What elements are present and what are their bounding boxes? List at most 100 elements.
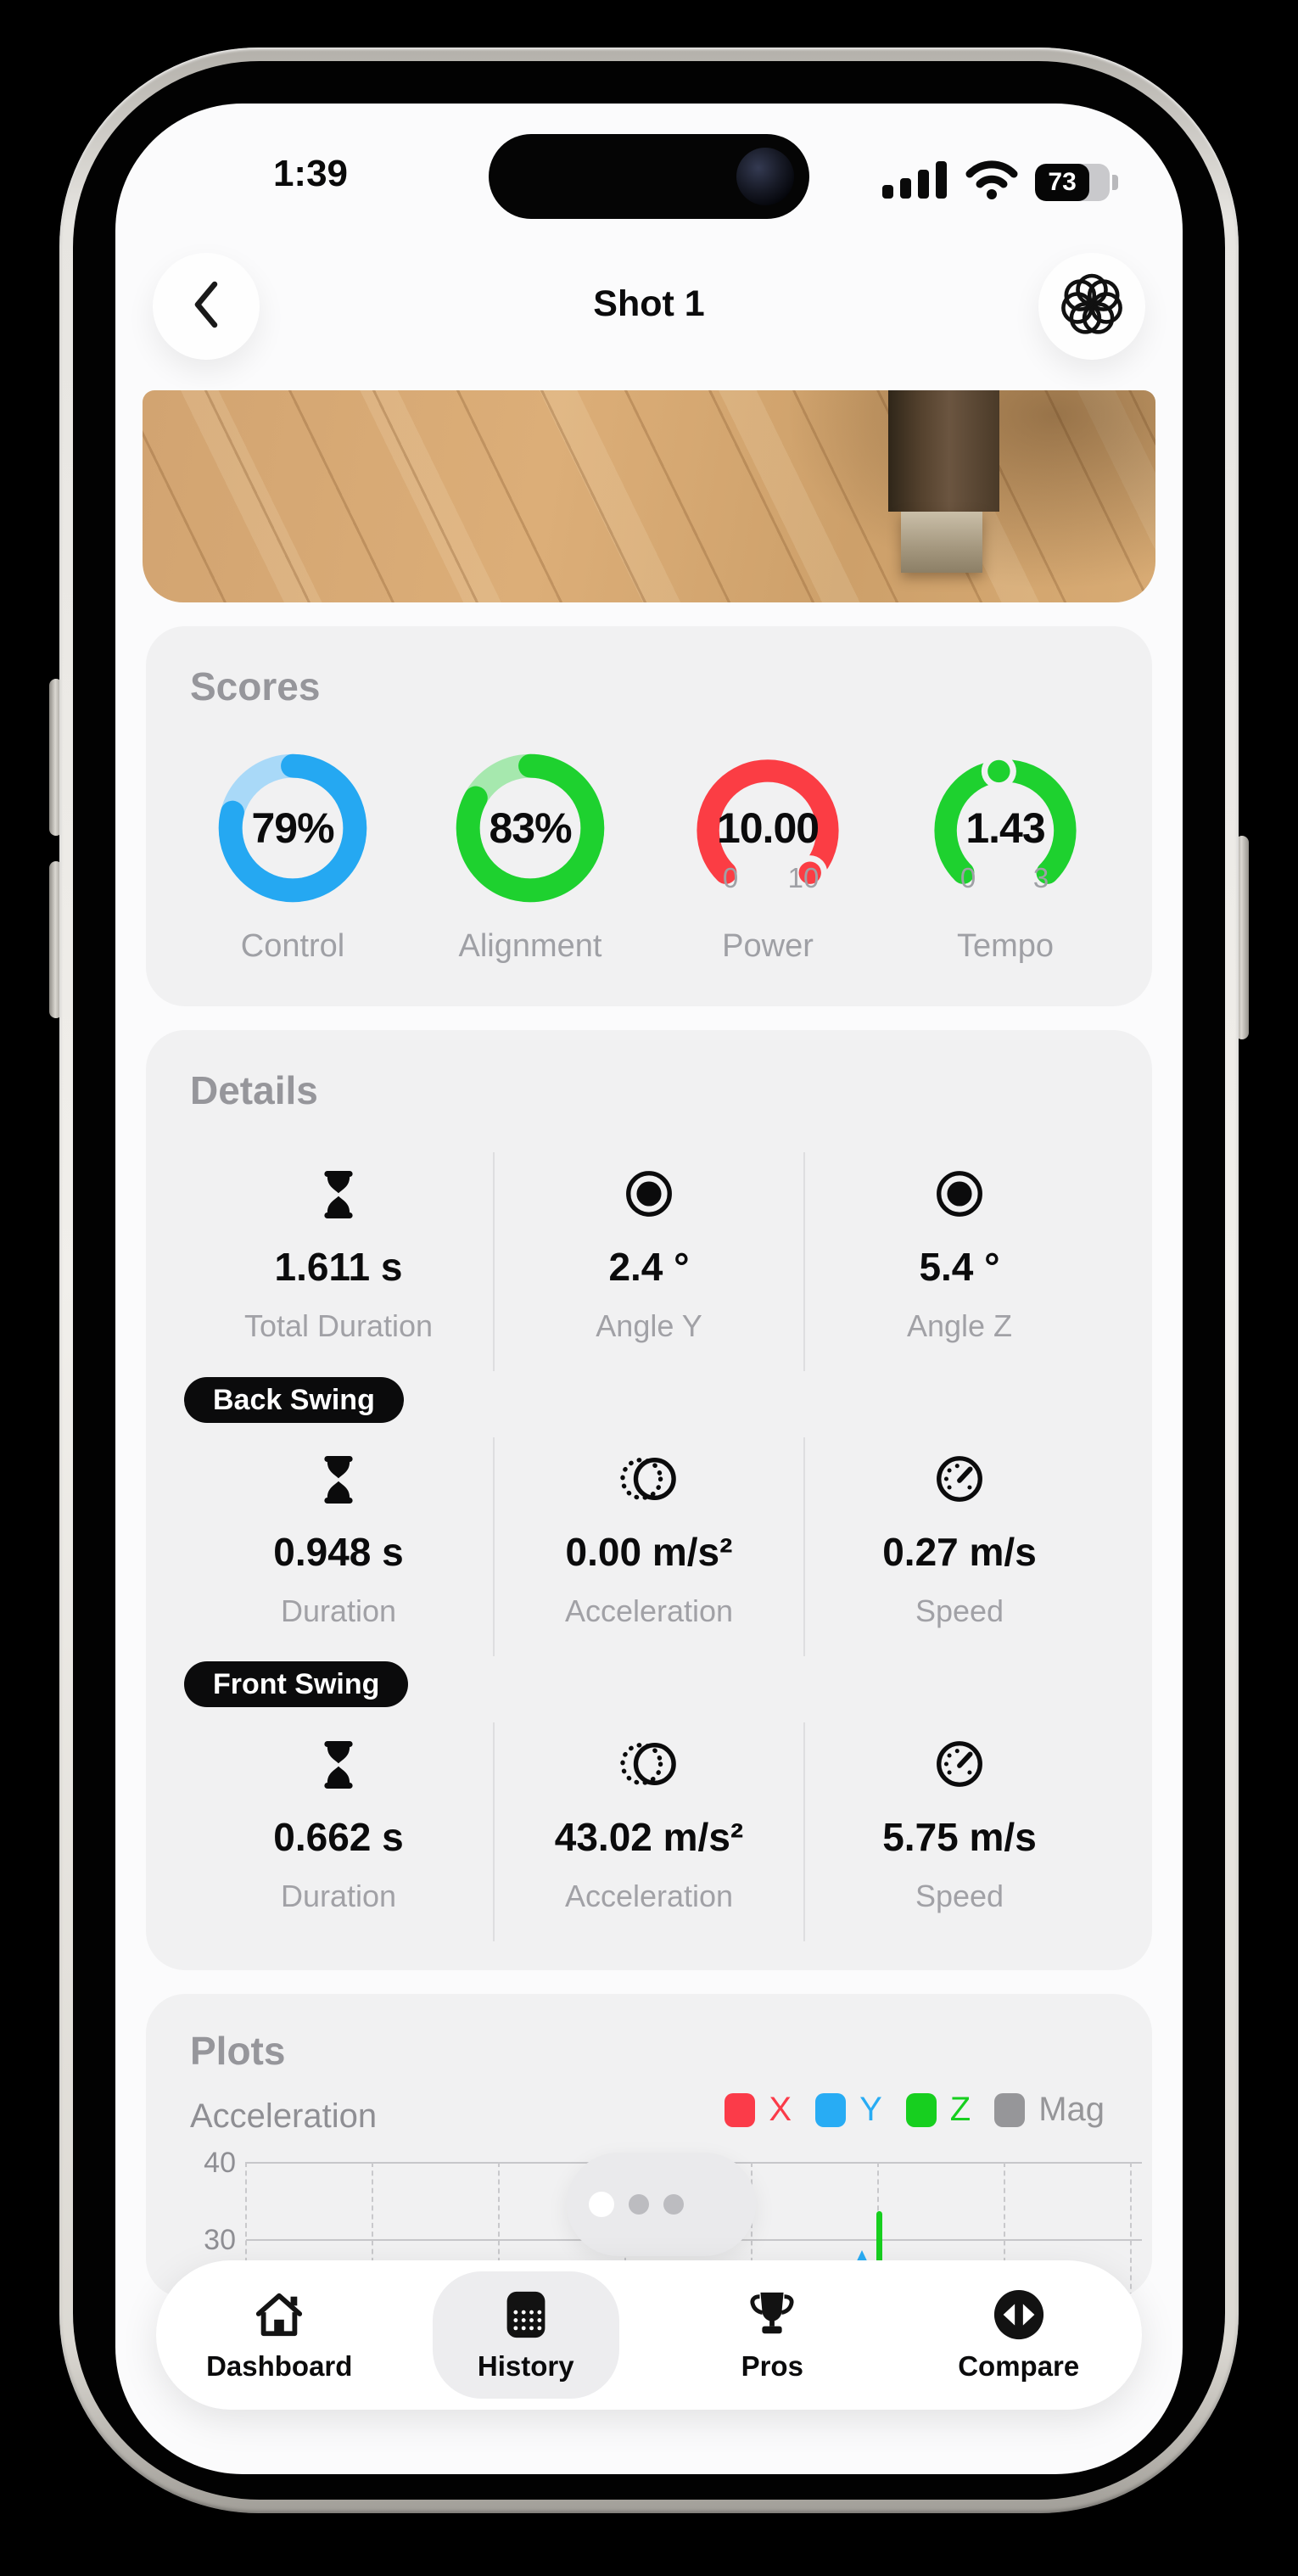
chart-spike-z: [876, 2211, 882, 2298]
legend-item-y[interactable]: Y: [815, 2091, 882, 2129]
back-chevron-icon: [191, 279, 221, 334]
front-swing-badge: Front Swing: [184, 1661, 409, 1707]
gauge-max: 10: [787, 862, 820, 893]
gauge-alignment: 83% Alignment: [411, 753, 649, 974]
tab-history[interactable]: History: [403, 2260, 650, 2410]
app-screen: 1:39 73: [115, 104, 1183, 2474]
acceleration-icon: [505, 1442, 793, 1507]
legend-item-x[interactable]: X: [725, 2091, 792, 2129]
detail-label: Duration: [280, 1593, 397, 1628]
gauge-label: Control: [240, 928, 345, 964]
battery-icon: 73: [1035, 163, 1118, 201]
divider: [803, 1722, 805, 1941]
page-dot[interactable]: [589, 2192, 614, 2217]
scores-title: Scores: [190, 664, 321, 708]
back-swing-badge: Back Swing: [184, 1377, 404, 1423]
divider: [493, 1152, 495, 1371]
gauge-value: 83%: [489, 804, 572, 852]
back-button[interactable]: [153, 253, 260, 360]
y-axis-tick: 40: [204, 2147, 236, 2179]
history-grid-icon: [502, 2288, 550, 2342]
detail-label: Speed: [915, 1879, 1004, 1913]
detail-cell: 0.00 m/s² Acceleration: [505, 1442, 793, 1629]
gridline-vertical: [245, 2162, 247, 2298]
gridline-vertical: [751, 2162, 753, 2298]
divider: [803, 1437, 805, 1656]
detail-value: 43.02 m/s²: [554, 1815, 744, 1859]
gridline-vertical: [1004, 2162, 1005, 2298]
detail-value: 1.611 s: [274, 1245, 403, 1289]
ring-gauge-icon: [218, 753, 367, 903]
gauge-control: 79% Control: [174, 753, 411, 974]
detail-label: Angle Y: [596, 1308, 702, 1343]
gauge-max: 3: [1032, 862, 1049, 893]
plots-title: Plots: [190, 2029, 286, 2073]
gauge-value: 1.43: [965, 804, 1045, 852]
dynamic-island: [489, 134, 809, 219]
ring-gauge-icon: [456, 753, 605, 903]
settings-button[interactable]: [1038, 253, 1145, 360]
detail-cell: 0.948 s Duration: [194, 1442, 483, 1629]
page-dot[interactable]: [629, 2194, 649, 2215]
tab-compare[interactable]: Compare: [896, 2260, 1143, 2410]
tab-label: History: [477, 2350, 574, 2382]
tab-bar: Dashboard History: [156, 2260, 1142, 2410]
gauge-value: 10.00: [716, 804, 820, 852]
tab-label: Compare: [958, 2350, 1080, 2382]
shot-photo[interactable]: [143, 390, 1155, 602]
furniture-foot: [901, 511, 982, 573]
dial-gauge-icon: [934, 753, 1077, 884]
detail-label: Angle Z: [906, 1308, 1013, 1343]
detail-cell: 1.611 s Total Duration: [194, 1157, 483, 1344]
wifi-icon: [964, 160, 1020, 204]
detail-label: Speed: [915, 1593, 1004, 1628]
page-dot[interactable]: [663, 2194, 684, 2215]
tab-dashboard[interactable]: Dashboard: [156, 2260, 403, 2410]
angle-target-icon: [815, 1157, 1104, 1222]
status-time: 1:39: [272, 153, 349, 194]
gauge-value: 79%: [251, 804, 334, 852]
gauge-min: 0: [722, 862, 739, 893]
divider: [493, 1437, 495, 1656]
detail-value: 2.4 °: [608, 1245, 690, 1289]
compare-arrows-icon: [993, 2288, 1045, 2342]
hourglass-icon: [194, 1442, 483, 1507]
detail-value: 0.662 s: [273, 1815, 404, 1859]
legend-label: X: [769, 2091, 792, 2128]
detail-value: 5.4 °: [919, 1245, 1000, 1289]
legend-item-z[interactable]: Z: [905, 2091, 971, 2129]
gridline-vertical: [372, 2162, 373, 2298]
detail-value: 0.27 m/s: [882, 1530, 1037, 1574]
details-row-total: 1.611 s Total Duration 2.4 ° Angle Y 5.4…: [146, 1152, 1152, 1371]
detail-cell: 5.4 ° Angle Z: [815, 1157, 1104, 1344]
legend-label: Z: [949, 2091, 971, 2128]
details-title: Details: [190, 1068, 318, 1112]
front-camera: [736, 148, 794, 205]
tab-pros[interactable]: Pros: [649, 2260, 896, 2410]
detail-cell: 5.75 m/s Speed: [815, 1728, 1104, 1914]
legend-label: Y: [859, 2091, 882, 2128]
page-title: Shot 1: [593, 283, 705, 324]
legend-label: Mag: [1038, 2091, 1105, 2128]
legend-item-mag[interactable]: Mag: [994, 2091, 1105, 2129]
gauge-label: Tempo: [956, 928, 1055, 964]
detail-value: 5.75 m/s: [882, 1815, 1037, 1859]
gauge-label: Power: [722, 928, 814, 964]
legend-chip-icon: [994, 2092, 1026, 2127]
detail-label: Acceleration: [564, 1593, 734, 1628]
power-button[interactable]: [1235, 836, 1249, 1039]
tab-label: Dashboard: [206, 2350, 353, 2382]
furniture-leg: [887, 390, 1000, 512]
detail-cell: 43.02 m/s² Acceleration: [505, 1728, 793, 1914]
detail-value: 0.00 m/s²: [565, 1530, 733, 1574]
gauge-min: 0: [960, 862, 976, 893]
scores-card: Scores 79% Control 83% Align: [146, 626, 1152, 1006]
page-dots[interactable]: [567, 2153, 756, 2256]
score-gauges: 79% Control 83% Alignment: [174, 753, 1124, 974]
plots-card: Plots Acceleration X Y Z Mag: [146, 1994, 1152, 2298]
home-icon: [252, 2288, 306, 2342]
legend-chip-icon: [815, 2092, 847, 2127]
cellular-signal-icon: [882, 161, 948, 203]
tab-label: Pros: [741, 2350, 803, 2382]
